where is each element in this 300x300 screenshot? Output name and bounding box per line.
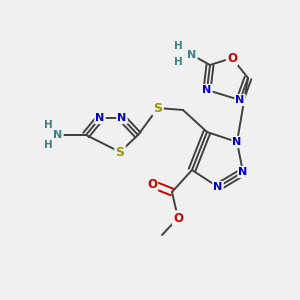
Text: H: H — [174, 57, 182, 67]
Text: H: H — [44, 140, 52, 150]
Text: H: H — [44, 120, 52, 130]
Text: N: N — [95, 113, 105, 123]
Text: N: N — [117, 113, 127, 123]
Text: N: N — [213, 182, 223, 192]
Text: N: N — [53, 130, 63, 140]
Text: H: H — [174, 41, 182, 51]
Text: N: N — [232, 137, 242, 147]
Text: N: N — [202, 85, 211, 95]
Text: N: N — [236, 95, 244, 105]
Text: S: S — [116, 146, 124, 158]
Text: N: N — [238, 167, 247, 177]
Text: O: O — [147, 178, 157, 190]
Text: S: S — [154, 101, 163, 115]
Text: O: O — [227, 52, 237, 64]
Text: N: N — [188, 50, 196, 60]
Text: O: O — [173, 212, 183, 224]
